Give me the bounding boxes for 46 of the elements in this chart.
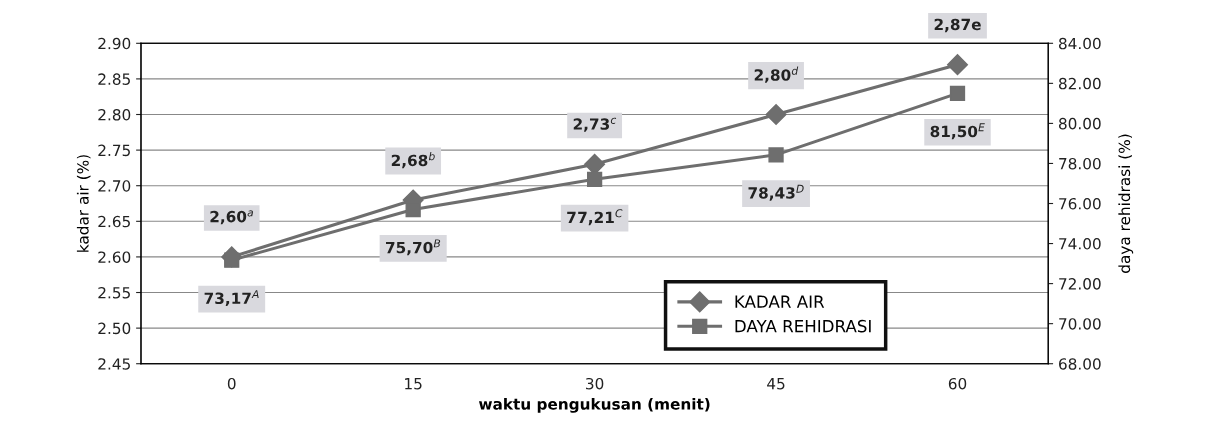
point	[584, 153, 606, 175]
data-label: 2,80$^{d}$	[754, 66, 799, 83]
point	[765, 103, 787, 126]
y2-tick-label: 74.00	[1059, 238, 1101, 250]
data-label: 75,70$^{B}$	[386, 239, 441, 256]
y-tick-label: 2.90	[98, 37, 131, 50]
y-tick-label: 2.75	[98, 144, 130, 157]
legend-label: DAYA REHIDRASI	[735, 319, 871, 333]
data-label: 2,73$^{c}$	[573, 117, 617, 132]
point	[405, 201, 421, 218]
point	[946, 54, 969, 76]
y2-tick-label: 72.00	[1059, 278, 1101, 290]
point	[949, 85, 966, 102]
x-tick-label: 30	[586, 377, 604, 390]
y2-tick-label: 84.00	[1058, 37, 1101, 50]
y-tick-label: 2.65	[98, 215, 130, 228]
y-axis-title: kadar air (%)	[76, 155, 91, 252]
y2-tick-label: 70.00	[1059, 318, 1101, 330]
x-tick-label: 45	[767, 378, 785, 390]
y2-tick-label: 78.00	[1059, 157, 1101, 170]
x-tick-label: 60	[948, 377, 967, 390]
point	[768, 147, 784, 163]
x-axis-title: waktu pengukusan (menit)	[478, 397, 710, 413]
point	[586, 171, 603, 187]
y-tick-label: 2.50	[98, 322, 131, 335]
data-label: 81,50$^{E}$	[930, 123, 985, 140]
x-tick-label: 0	[227, 377, 236, 390]
y-tick-label: 2.80	[98, 108, 131, 121]
y2-tick-label: 82.00	[1058, 77, 1101, 90]
legend-label: KADAR AIR	[735, 295, 825, 308]
y-tick-label: 2.55	[98, 286, 130, 299]
data-label: 2,87e	[934, 18, 981, 33]
y2-tick-label: 80.00	[1058, 117, 1101, 130]
y2-tick-label: 68.00	[1059, 358, 1101, 370]
data-label: 2,68$^{b}$	[391, 152, 435, 169]
y2-axis-title: daya rehidrasi (%)	[1118, 134, 1134, 273]
data-label: 73,17$^{A}$	[204, 290, 259, 306]
x-tick-label: 15	[405, 378, 422, 390]
data-label: 78,43$^{D}$	[748, 184, 804, 201]
data-label: 2,60$^{a}$	[210, 210, 253, 225]
y-tick-label: 2.85	[98, 73, 130, 85]
data-label: 77,21$^{C}$	[567, 209, 623, 226]
y-tick-label: 2.45	[98, 358, 130, 370]
y-tick-label: 2.70	[98, 180, 131, 192]
y2-tick-label: 76.00	[1059, 197, 1101, 210]
y-tick-label: 2.60	[98, 251, 131, 263]
